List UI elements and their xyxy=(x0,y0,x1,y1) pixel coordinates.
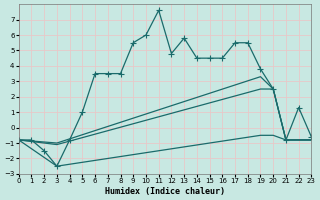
X-axis label: Humidex (Indice chaleur): Humidex (Indice chaleur) xyxy=(105,187,225,196)
